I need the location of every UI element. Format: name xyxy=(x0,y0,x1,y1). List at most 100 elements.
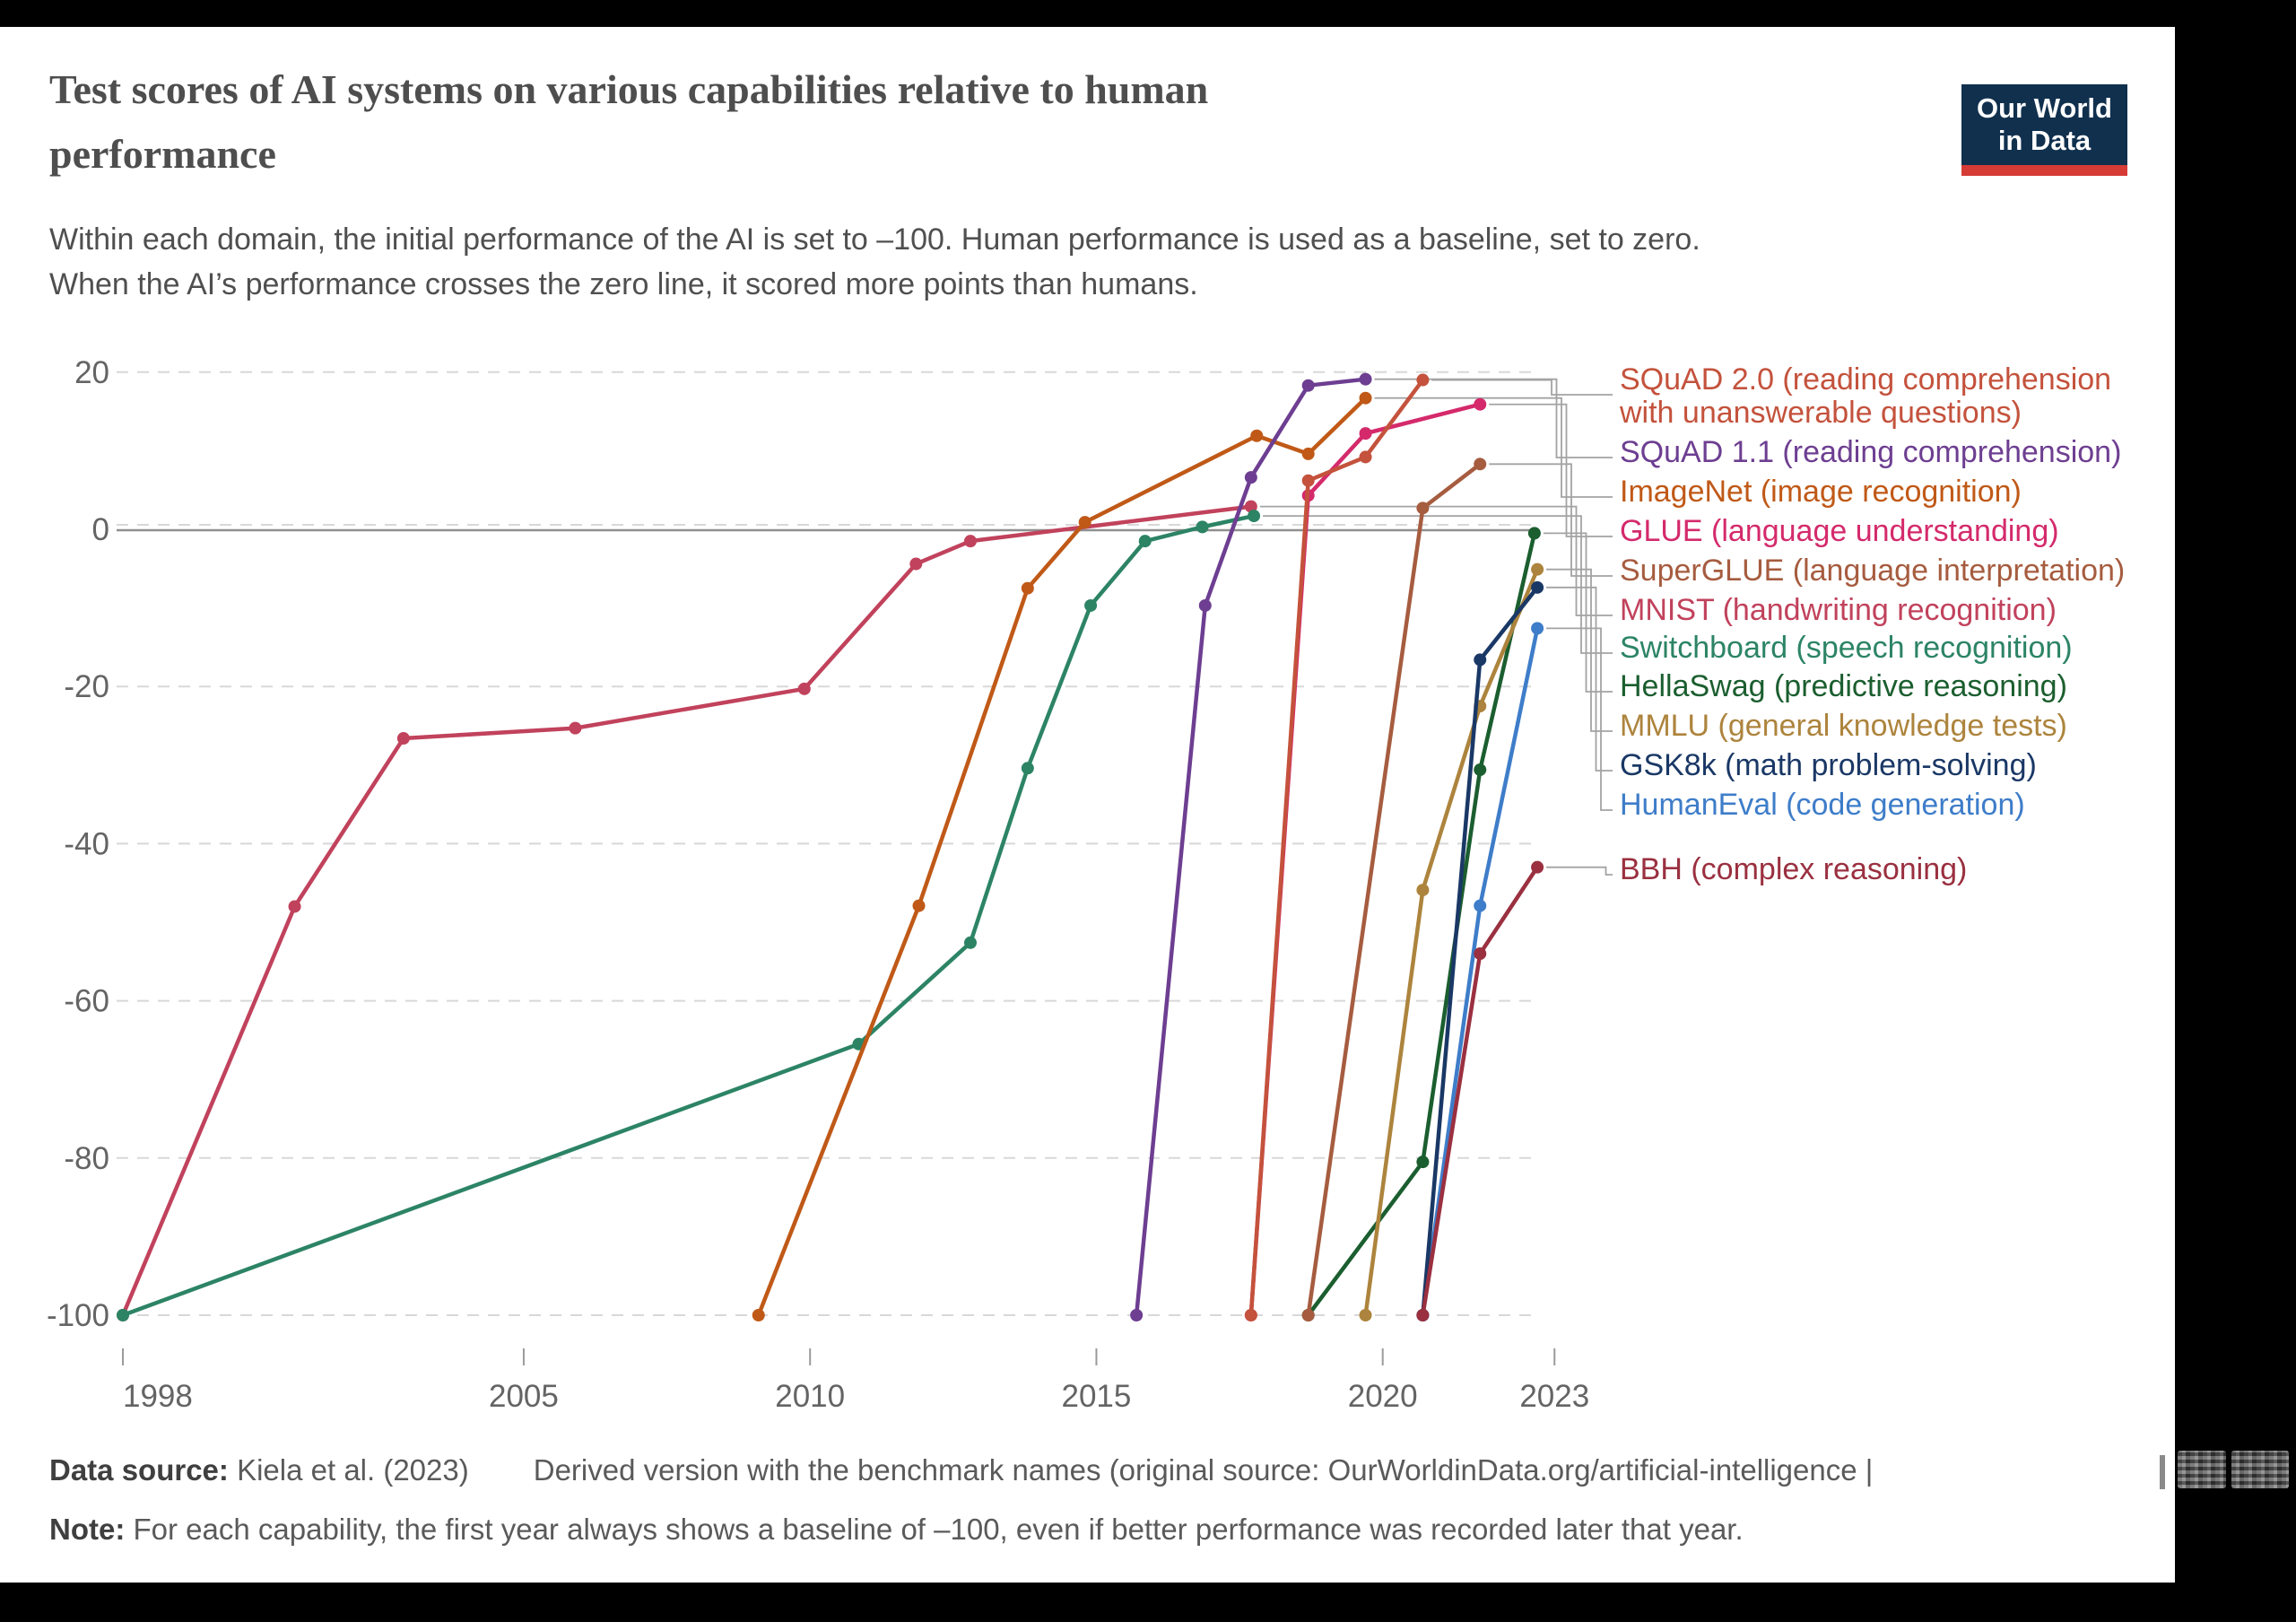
y-tick-label-0: 0 xyxy=(92,512,109,547)
legend-item-squad2[interactable]: SQuAD 2.0 (reading comprehension with una… xyxy=(1620,363,2111,430)
data-point-humaneval-2[interactable] xyxy=(1531,622,1544,635)
legend-connector-bbh xyxy=(1546,866,1613,876)
legend-item-bbh[interactable]: BBH (complex reasoning) xyxy=(1620,853,1967,886)
series-line-mmlu[interactable] xyxy=(1363,567,1540,1318)
owid-logo[interactable]: Our World in Data xyxy=(1961,84,2127,165)
data-point-superglue-0[interactable] xyxy=(1301,1309,1315,1321)
legend-label-imagenet-line-0: ImageNet (image recognition) xyxy=(1620,475,2022,509)
data-point-imagenet-3[interactable] xyxy=(1078,516,1091,529)
series-line-bbh[interactable] xyxy=(1421,865,1540,1318)
legend-connector-squad1 xyxy=(1374,378,1613,458)
data-point-squad1-4[interactable] xyxy=(1359,372,1372,386)
y-tick-label--20: -20 xyxy=(64,669,109,704)
data-point-imagenet-1[interactable] xyxy=(912,899,926,912)
data-point-mmlu-0[interactable] xyxy=(1359,1309,1372,1321)
data-point-switchboard-5[interactable] xyxy=(1138,535,1152,548)
data-point-squad1-1[interactable] xyxy=(1198,598,1212,612)
legend-item-switchboard[interactable]: Switchboard (speech recognition) xyxy=(1620,632,2073,665)
data-point-switchboard-0[interactable] xyxy=(117,1309,129,1321)
data-point-mmlu-1[interactable] xyxy=(1416,884,1430,897)
data-point-imagenet-0[interactable] xyxy=(752,1309,765,1321)
data-point-mnist-7[interactable] xyxy=(1244,500,1257,513)
legend-label-bbh-line-0: BBH (complex reasoning) xyxy=(1620,852,1968,886)
data-point-gsk8k-1[interactable] xyxy=(1474,653,1487,667)
data-point-hellaswag-3[interactable] xyxy=(1527,527,1541,540)
x-tick-label-2010: 2010 xyxy=(775,1379,845,1414)
legend-label-hellaswag-line-0: HellaSwag (predictive reasoning) xyxy=(1620,669,2067,703)
data-point-glue-3[interactable] xyxy=(1474,397,1487,411)
legend-item-humaneval[interactable]: HumanEval (code generation) xyxy=(1620,789,2025,822)
data-point-bbh-2[interactable] xyxy=(1531,860,1544,874)
x-tick-label-2005: 2005 xyxy=(489,1379,559,1414)
data-point-switchboard-3[interactable] xyxy=(1021,762,1034,775)
data-point-squad2-2[interactable] xyxy=(1359,450,1372,464)
data-point-bbh-0[interactable] xyxy=(1416,1309,1430,1321)
y-tick-label--80: -80 xyxy=(64,1141,109,1176)
data-point-mnist-3[interactable] xyxy=(569,721,582,735)
data-point-mnist-4[interactable] xyxy=(797,682,811,695)
data-point-humaneval-1[interactable] xyxy=(1474,899,1487,912)
crop-bar-right xyxy=(2175,0,2296,1622)
series-line-imagenet[interactable] xyxy=(756,396,1368,1318)
data-point-mnist-6[interactable] xyxy=(963,535,977,548)
note-line: Note: For each capability, the first yea… xyxy=(49,1513,1744,1547)
legend-item-superglue[interactable]: SuperGLUE (language interpretation) xyxy=(1620,554,2125,588)
page-title: Test scores of AI systems on various cap… xyxy=(49,57,1395,187)
data-point-superglue-2[interactable] xyxy=(1474,458,1487,471)
data-point-squad2-0[interactable] xyxy=(1244,1309,1257,1321)
data-point-superglue-1[interactable] xyxy=(1416,501,1430,515)
legend-item-gsk8k[interactable]: GSK8k (math problem-solving) xyxy=(1620,749,2037,782)
data-point-squad2-3[interactable] xyxy=(1416,373,1430,387)
x-tick-label-2020: 2020 xyxy=(1348,1379,1418,1414)
y-tick-label--40: -40 xyxy=(64,826,109,861)
data-point-glue-2[interactable] xyxy=(1359,427,1372,440)
data-point-bbh-1[interactable] xyxy=(1474,947,1487,961)
data-point-imagenet-6[interactable] xyxy=(1359,391,1372,405)
legend-item-mnist[interactable]: MNIST (handwriting recognition) xyxy=(1620,594,2057,627)
data-point-hellaswag-1[interactable] xyxy=(1416,1155,1430,1169)
owid-logo-accent-bar xyxy=(1961,165,2127,176)
data-point-mnist-1[interactable] xyxy=(288,900,301,913)
series-line-mnist[interactable] xyxy=(120,504,1254,1318)
data-point-switchboard-2[interactable] xyxy=(963,936,977,949)
data-source-value: Kiela et al. (2023) xyxy=(228,1453,469,1487)
y-tick-label--100: -100 xyxy=(47,1298,109,1333)
data-point-hellaswag-2[interactable] xyxy=(1474,763,1487,777)
data-point-mnist-5[interactable] xyxy=(909,557,923,571)
x-tick-label-2015: 2015 xyxy=(1062,1379,1132,1414)
cc-icon xyxy=(2178,1451,2226,1488)
legend-connector-glue xyxy=(1489,403,1613,537)
data-point-switchboard-4[interactable] xyxy=(1084,598,1098,612)
series-line-superglue[interactable] xyxy=(1306,462,1483,1318)
data-point-squad1-2[interactable] xyxy=(1244,471,1257,484)
data-point-mmlu-3[interactable] xyxy=(1531,562,1544,576)
data-point-gsk8k-2[interactable] xyxy=(1531,580,1544,594)
legend-item-squad1[interactable]: SQuAD 1.1 (reading comprehension) xyxy=(1620,436,2121,469)
legend-label-glue-line-0: GLUE (language understanding) xyxy=(1620,514,2059,548)
legend-label-squad2-line-1: with unanswerable questions) xyxy=(1620,396,2022,430)
data-point-imagenet-4[interactable] xyxy=(1250,429,1264,442)
series-line-squad2[interactable] xyxy=(1248,378,1425,1318)
data-point-squad2-1[interactable] xyxy=(1301,474,1315,487)
data-source-line: Data source: Kiela et al. (2023) Derived … xyxy=(49,1453,1873,1487)
data-point-squad1-0[interactable] xyxy=(1130,1309,1144,1321)
legend-label-mnist-line-0: MNIST (handwriting recognition) xyxy=(1620,593,2057,627)
data-point-squad1-3[interactable] xyxy=(1301,379,1315,392)
legend-connector-imagenet xyxy=(1374,397,1613,498)
data-point-imagenet-5[interactable] xyxy=(1301,447,1315,460)
legend-label-humaneval-line-0: HumanEval (code generation) xyxy=(1620,788,2025,822)
subtitle-line-1: Within each domain, the initial performa… xyxy=(49,222,1700,257)
legend-item-imagenet[interactable]: ImageNet (image recognition) xyxy=(1620,475,2022,509)
data-point-switchboard-6[interactable] xyxy=(1196,520,1209,534)
legend-item-mmlu[interactable]: MMLU (general knowledge tests) xyxy=(1620,710,2067,743)
data-point-switchboard-7[interactable] xyxy=(1248,510,1261,523)
series-line-switchboard[interactable] xyxy=(120,513,1257,1318)
data-source-derived[interactable]: Derived version with the benchmark names… xyxy=(533,1453,1874,1487)
legend-item-glue[interactable]: GLUE (language understanding) xyxy=(1620,515,2059,548)
data-point-mnist-2[interactable] xyxy=(396,732,410,746)
legend-connector-gsk8k xyxy=(1546,586,1613,772)
legend-label-squad1-line-0: SQuAD 1.1 (reading comprehension) xyxy=(1620,435,2122,469)
legend-item-hellaswag[interactable]: HellaSwag (predictive reasoning) xyxy=(1620,670,2067,703)
data-point-imagenet-2[interactable] xyxy=(1021,581,1034,595)
